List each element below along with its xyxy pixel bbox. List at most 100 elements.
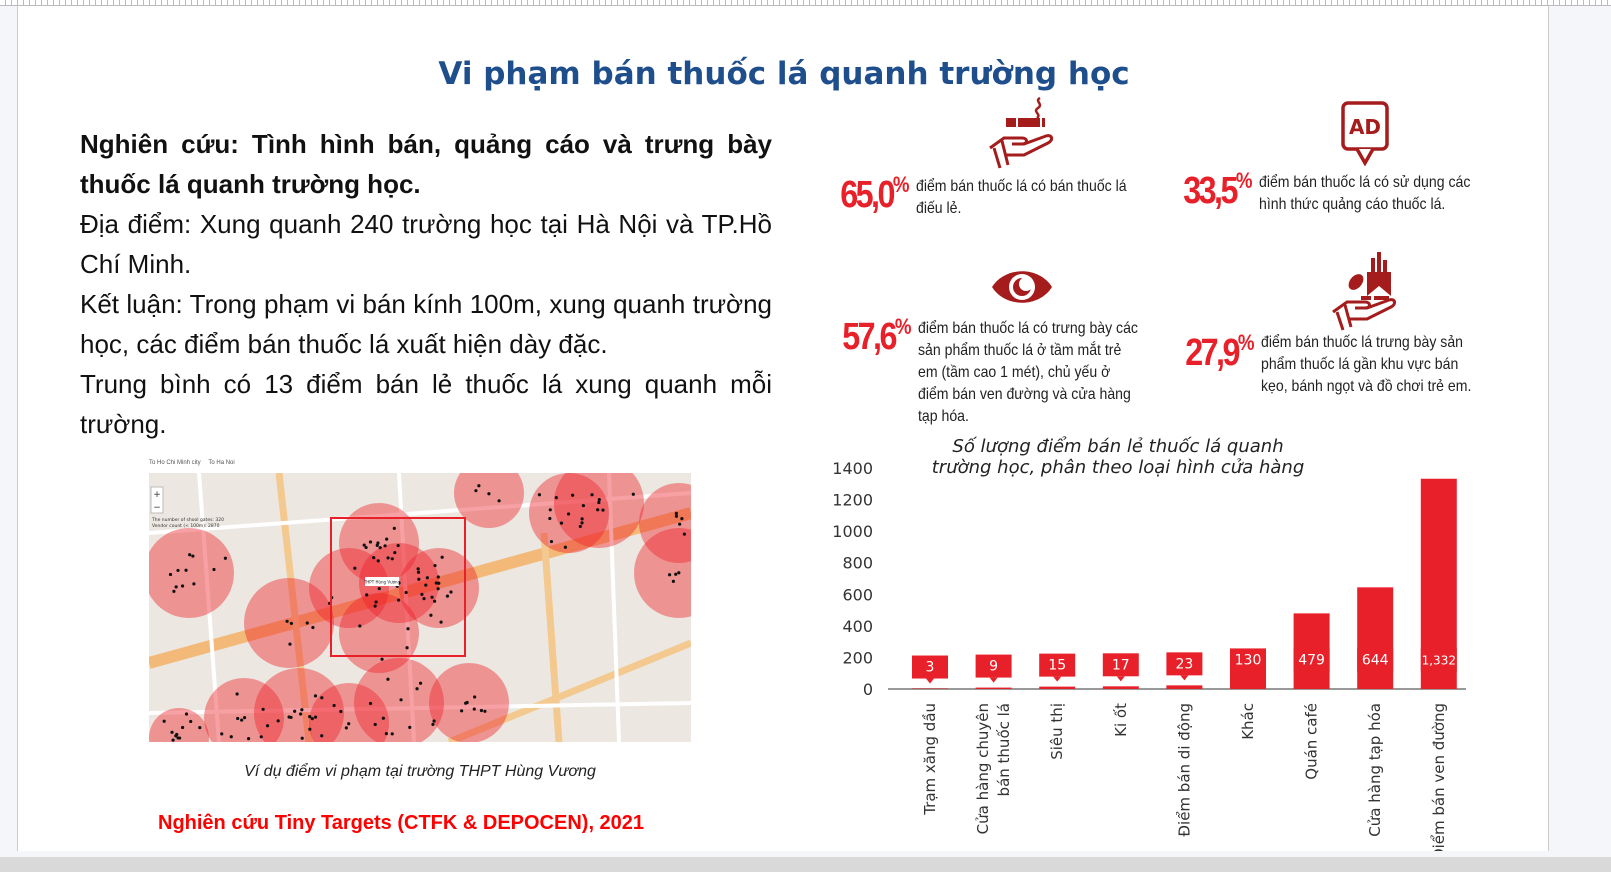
vendor-point <box>240 718 244 722</box>
vendor-point <box>597 500 601 505</box>
vendor-point <box>386 556 390 560</box>
vendor-point <box>578 524 582 529</box>
data-label: 644 <box>1362 652 1389 668</box>
map-zoom-out[interactable]: − <box>153 503 161 513</box>
vendor-point <box>386 677 390 681</box>
vendor-point <box>416 567 420 571</box>
vendor-point <box>430 595 434 599</box>
y-tick-label: 400 <box>842 617 873 636</box>
vendor-point <box>434 581 438 585</box>
vendor-point <box>376 541 380 545</box>
data-label: 9 <box>989 659 998 675</box>
data-label-pointer <box>1116 676 1125 682</box>
school-highlight-box <box>330 517 466 657</box>
vendor-point <box>432 719 436 723</box>
y-tick-label: 0 <box>863 680 873 699</box>
vendor-point <box>180 584 185 588</box>
vendor-point <box>308 727 312 731</box>
vendor-point <box>385 537 389 541</box>
vendor-point <box>431 722 435 726</box>
data-label-box <box>1102 653 1139 677</box>
bar <box>975 687 1012 689</box>
map-image[interactable]: + − The number of shool gates: 320 Vendo… <box>149 473 691 742</box>
vendor-point <box>332 703 336 708</box>
ad-speech-bubble-icon: AD <box>1341 101 1389 166</box>
vendor-point <box>581 503 585 508</box>
school-label: THPT Hùng Vương <box>363 580 401 585</box>
vendor-point <box>417 577 421 581</box>
vendor-point <box>178 736 182 740</box>
map-zoom-in[interactable]: + <box>153 490 161 500</box>
data-label-box <box>1166 652 1203 676</box>
data-label-box <box>975 654 1012 678</box>
vendor-radius-circle <box>354 658 444 742</box>
vendor-point <box>590 493 594 497</box>
stat-description: điểm bán thuốc lá có bán thuốc lá điếu l… <box>915 178 1127 217</box>
vendor-point <box>425 576 429 580</box>
study-conclusion: Kết luận: Trong phạm vi bán kính 100m, x… <box>80 289 772 359</box>
vendor-point <box>416 570 421 574</box>
data-label: 479 <box>1298 652 1325 668</box>
slide: Vi phạm bán thuốc lá quanh trường học Ng… <box>17 6 1549 851</box>
vendor-radius-circle <box>429 663 509 742</box>
vendor-point <box>418 681 423 685</box>
stat-description: điểm bán thuốc lá có sử dụng các hình th… <box>1258 174 1470 213</box>
vendor-point <box>310 717 314 721</box>
map-tab-hcm[interactable]: To Ho Chi Minh city <box>149 460 201 466</box>
stat-value: 27,9% <box>1185 330 1255 374</box>
vendor-point <box>415 687 419 691</box>
stat-description: điểm bán thuốc lá trưng bày sản phẩm thu… <box>1260 334 1471 395</box>
vendor-point <box>212 567 216 572</box>
vendor-point <box>563 545 568 549</box>
x-category-label: Khác <box>1239 703 1257 740</box>
vendor-radius-circle <box>204 678 284 742</box>
vendor-point <box>289 621 294 626</box>
study-location: Địa điểm: Xung quanh 240 trường học tại … <box>80 209 772 279</box>
data-label-box <box>1230 648 1266 672</box>
stat-near-candy-display: 27,9% điểm bán thuốc lá trưng bày sản ph… <box>1173 330 1511 398</box>
vendor-point <box>479 708 484 713</box>
vendor-point <box>289 715 293 720</box>
x-category-label: Cửa hàng tạp hóa <box>1366 703 1384 837</box>
chart-title-line-1: Số lượng điểm bán lẻ thuốc lá quanh <box>952 436 1284 457</box>
bar <box>1230 668 1266 689</box>
data-label-box <box>1357 648 1394 672</box>
hand-candy-cigarettes-icon <box>1332 252 1397 331</box>
vendor-point <box>439 620 443 624</box>
vendor-point <box>265 724 270 728</box>
map-tab-hanoi[interactable]: To Ha Noi <box>208 460 235 466</box>
data-label-box <box>1420 648 1457 672</box>
vendor-radius-circle <box>309 548 389 628</box>
vendor-point <box>596 508 600 512</box>
vendor-point <box>168 572 173 577</box>
y-tick-label: 1400 <box>832 459 873 478</box>
x-category-label: bán thuốc lá <box>995 703 1013 796</box>
vendor-point <box>404 590 408 595</box>
vendor-point <box>680 517 684 521</box>
vendor-point <box>397 598 401 602</box>
vendor-point <box>172 589 176 593</box>
vendor-point <box>313 715 318 719</box>
vendor-point <box>383 544 387 548</box>
map-zoom-control[interactable] <box>150 486 164 514</box>
vendor-point <box>180 725 185 730</box>
vendor-point <box>313 694 318 698</box>
vendor-point <box>396 543 400 548</box>
bar <box>1039 686 1076 689</box>
vendor-point <box>483 709 487 713</box>
vendor-point <box>548 508 552 512</box>
data-label: 17 <box>1112 657 1130 673</box>
vendor-point <box>674 511 678 516</box>
map-caption: Ví dụ điểm vi phạm tại trường THPT Hùng … <box>244 763 596 780</box>
vendor-point <box>229 735 233 739</box>
vendor-radius-circle <box>634 528 691 618</box>
vendor-point <box>174 585 178 589</box>
vendor-point <box>390 557 394 561</box>
vendor-point <box>445 594 450 598</box>
vendor-point <box>311 625 315 630</box>
data-label-box <box>912 655 948 679</box>
vendor-point <box>473 695 477 699</box>
bar <box>1102 686 1139 689</box>
data-label: 23 <box>1175 656 1193 672</box>
vendor-point <box>597 498 601 502</box>
